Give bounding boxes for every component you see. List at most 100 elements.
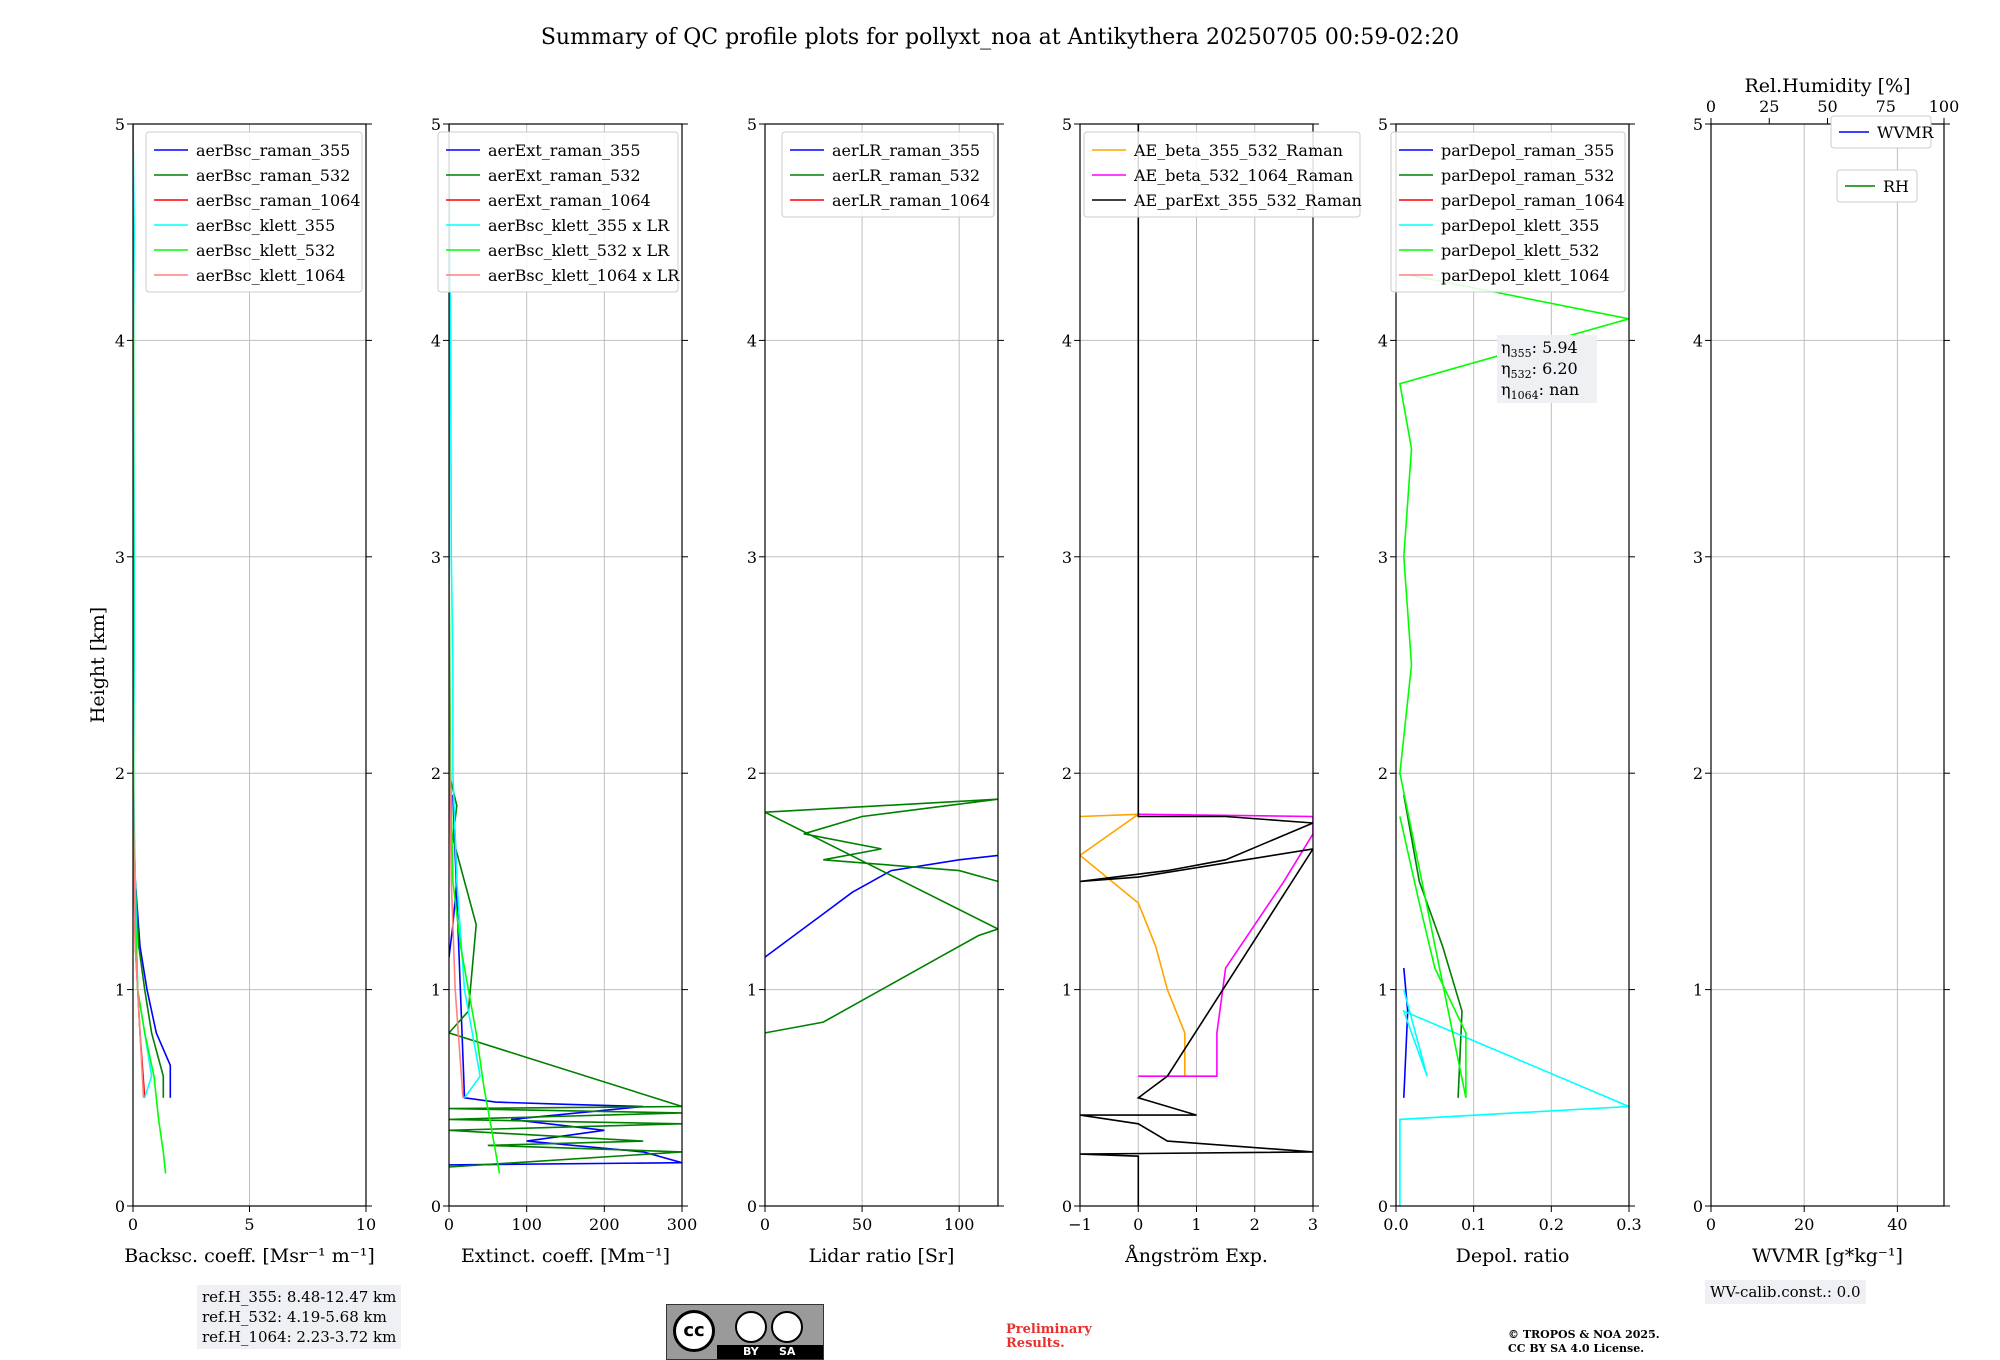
y-tick-label: 0: [1378, 1197, 1388, 1216]
x-tick-label: 0.1: [1461, 1215, 1486, 1234]
legend-label: parDepol_raman_1064: [1441, 191, 1625, 210]
series-line-aerBsc_klett_1064 x LR: [449, 124, 464, 1098]
eta-line: η1064: nan: [1501, 380, 1579, 402]
y-tick-label: 5: [431, 115, 441, 134]
y-tick-label: 5: [115, 115, 125, 134]
eta-box: [1497, 335, 1597, 403]
y-tick-label: 1: [747, 981, 757, 1000]
x-tick-label: 0: [128, 1215, 138, 1234]
y-tick-label: 4: [431, 331, 441, 350]
x-axis-label: Backsc. coeff. [Msr⁻¹ m⁻¹]: [124, 1245, 375, 1267]
legend-box: [1830, 115, 1932, 149]
x-tick-label: 0: [444, 1215, 454, 1234]
legend: aerLR_raman_355 aerLR_raman_532 aerLR_rama…: [781, 131, 995, 218]
legend-label: aerBsc_raman_532: [196, 166, 350, 185]
legend-label: aerLR_raman_532: [832, 166, 980, 185]
series-line-AE_parExt_355_532_Raman: [1080, 124, 1313, 1206]
x-axis-label: Extinct. coeff. [Mm⁻¹]: [461, 1245, 670, 1267]
y-tick-label: 4: [1062, 331, 1072, 350]
legend-box: [145, 131, 363, 293]
sa-icon: [771, 1311, 803, 1343]
by-icon: [735, 1311, 767, 1343]
legend-label: aerExt_raman_355: [488, 141, 641, 160]
y-tick-label: 2: [115, 764, 125, 783]
cc-icon: cc: [673, 1310, 715, 1352]
page-title: Summary of QC profile plots for pollyxt_…: [541, 25, 1459, 50]
y-tick-label: 2: [1062, 764, 1072, 783]
legend-label: aerExt_raman_1064: [488, 191, 651, 210]
y-tick-label: 0: [1062, 1197, 1072, 1216]
x-tick-label: 0: [1706, 1215, 1716, 1234]
x-tick-label: 0: [1133, 1215, 1143, 1234]
legend-label: parDepol_raman_532: [1441, 166, 1614, 185]
series-line-parDepol_raman_532: [1403, 794, 1463, 1098]
legend-label: aerBsc_raman_355: [196, 141, 350, 160]
y-tick-label: 4: [747, 331, 757, 350]
legend-box: [1390, 131, 1626, 293]
y-tick-label: 4: [115, 331, 125, 350]
legend-RH: RH: [1836, 169, 1918, 203]
series-line-aerExt_raman_532: [449, 275, 682, 1168]
x-axis-label: Ångström Exp.: [1124, 1245, 1268, 1267]
y-tick-label: 3: [1062, 548, 1072, 567]
x-tick-label: 0: [760, 1215, 770, 1234]
legend-label: parDepol_klett_355: [1441, 216, 1599, 235]
legend-box: [1083, 131, 1361, 218]
y-tick-label: 2: [1693, 764, 1703, 783]
y-axis-label: Height [km]: [87, 607, 109, 723]
x-tick-label: 100: [511, 1215, 542, 1234]
x-tick-label: 5: [244, 1215, 254, 1234]
x-tick-label: 50: [852, 1215, 872, 1234]
y-tick-label: 1: [1378, 981, 1388, 1000]
sa-label: SA: [779, 1345, 796, 1358]
legend-label: AE_beta_532_1064_Raman: [1133, 166, 1353, 185]
cc-band: BY SA: [717, 1345, 823, 1359]
series-line-parDepol_klett_355: [1399, 989, 1629, 1206]
legend-label: parDepol_klett_1064: [1441, 266, 1610, 285]
axes-frame: [1395, 123, 1630, 1207]
y-tick-label: 2: [1378, 764, 1388, 783]
x-tick-label: 0.2: [1539, 1215, 1564, 1234]
legend-label: aerLR_raman_355: [832, 141, 980, 160]
y-tick-label: 3: [431, 548, 441, 567]
legend-label: aerBsc_klett_1064 x LR: [488, 266, 680, 285]
y-tick-label: 1: [1693, 981, 1703, 1000]
x-tick-label: 0.3: [1616, 1215, 1641, 1234]
series-line-AE_beta_532_1064_Raman: [1138, 813, 1313, 1077]
legend-label: aerBsc_klett_355: [196, 216, 335, 235]
x-axis-label: Depol. ratio: [1456, 1245, 1570, 1267]
x-tick-label: 40: [1887, 1215, 1907, 1234]
panel-3: 0 50 100 0 1 2 3 4 5 Lidar ratio [Sr] aerLR_raman_…: [747, 115, 1004, 1267]
panel-6: 0 20 40 0 1 2 3 4 5 WVMR [g*kg⁻¹] 0 25 50 75 100 Rel.Hu…: [1693, 75, 1959, 1267]
ref-h-355: ref.H_355: 8.48-12.47 km: [202, 1288, 397, 1306]
panel-1: 0 5 10 0 1 2 3 4 5 Backsc. coeff. [Msr⁻¹ m⁻¹] Heig…: [87, 115, 376, 1267]
y-tick-label: 0: [1693, 1197, 1703, 1216]
axes-frame: [448, 123, 683, 1207]
x-tick-label: 100: [944, 1215, 975, 1234]
series-line-aerBsc_klett_355 x LR: [449, 124, 481, 1099]
legend-box: [781, 131, 995, 218]
by-label: BY: [743, 1345, 759, 1358]
x-tick-label: 0.0: [1383, 1215, 1408, 1234]
legend-label: RH: [1883, 177, 1909, 196]
legend-label: aerExt_raman_532: [488, 166, 641, 185]
x-tick-label: 3: [1308, 1215, 1318, 1234]
panel-2: 0 100 200 300 0 1 2 3 4 5 Extinct. coeff. [Mm⁻¹] ae…: [431, 115, 697, 1267]
wv-calib-text: WV-calib.const.: 0.0: [1710, 1283, 1861, 1301]
y-tick-label: 3: [747, 548, 757, 567]
wv-calib-info: WV-calib.const.: 0.0: [1705, 1280, 1866, 1304]
cc-license-logo: cc BY SA: [666, 1304, 824, 1360]
y-tick-label: 2: [431, 764, 441, 783]
x-tick-label: −1: [1068, 1215, 1092, 1234]
x2-tick-label: 100: [1929, 97, 1960, 116]
copyright-note: © TROPOS & NOA 2025. CC BY SA 4.0 Licens…: [1508, 1328, 1660, 1355]
x-tick-label: 300: [667, 1215, 698, 1234]
y-tick-label: 1: [115, 981, 125, 1000]
x-tick-label: 10: [356, 1215, 376, 1234]
ref-h-1064: ref.H_1064: 2.23-3.72 km: [202, 1328, 397, 1346]
legend-label: aerBsc_klett_532 x LR: [488, 241, 670, 260]
y-tick-label: 3: [1693, 548, 1703, 567]
legend: aerExt_raman_355 aerExt_raman_532 aerExt_r…: [437, 131, 680, 293]
legend-box: [1836, 169, 1918, 203]
y-tick-label: 4: [1693, 331, 1703, 350]
